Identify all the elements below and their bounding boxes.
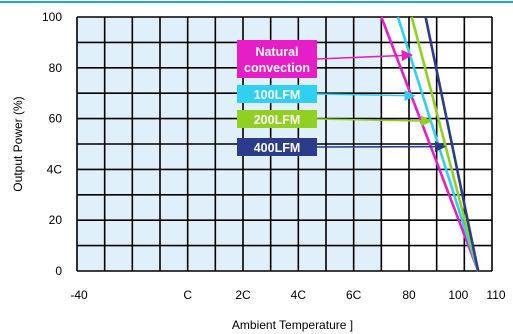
legend-arrow bbox=[316, 115, 433, 127]
x-tick-label: C bbox=[183, 288, 192, 302]
y-tick-label: 4C bbox=[47, 162, 63, 176]
legend-arrow bbox=[316, 49, 413, 62]
y-tick-label: 20 bbox=[49, 213, 63, 227]
legend-item-0: Natural convection bbox=[237, 40, 413, 78]
legend-label: Natural convection bbox=[244, 45, 310, 75]
x-tick-label: 6C bbox=[346, 288, 362, 302]
series-line-0 bbox=[380, 16, 480, 272]
legend-arrow bbox=[316, 89, 416, 102]
y-tick-label: 80 bbox=[49, 61, 63, 75]
legend-box bbox=[237, 40, 317, 78]
legend-item-3: 400LFM bbox=[237, 138, 447, 156]
y-axis-label: Output Power (%) bbox=[11, 96, 25, 191]
x-tick-label: 110 bbox=[486, 288, 505, 302]
x-tick-label: 100 bbox=[448, 288, 468, 302]
legend-label: 400LFM bbox=[254, 141, 301, 155]
legend-box bbox=[237, 110, 317, 128]
series-line-3 bbox=[424, 16, 480, 272]
y-tick-label: 0 bbox=[55, 264, 62, 278]
x-tick-label: 2C bbox=[235, 288, 251, 302]
legend-label: 200LFM bbox=[254, 113, 301, 127]
legend-item-2: 200LFM bbox=[237, 110, 433, 128]
y-tick-label: 100 bbox=[42, 10, 62, 24]
x-tick-labels: -40 C 2C 4C 6C 80 100 110 bbox=[70, 288, 506, 302]
x-axis-label: Ambient Temperature ] bbox=[232, 318, 353, 332]
legend-box bbox=[237, 138, 317, 156]
legend: Natural convection 100LFM 200LFM 400LFM bbox=[237, 40, 447, 156]
legend-label: 100LFM bbox=[254, 88, 301, 102]
y-tick-labels: 0 20 4C 60 80 100 bbox=[42, 10, 62, 278]
legend-item-1: 100LFM bbox=[237, 85, 416, 103]
y-tick-label: 60 bbox=[49, 112, 63, 126]
x-tick-label: 4C bbox=[291, 288, 307, 302]
legend-box bbox=[237, 85, 317, 103]
x-tick-label: 80 bbox=[402, 288, 416, 302]
x-tick-label: -40 bbox=[70, 288, 88, 302]
